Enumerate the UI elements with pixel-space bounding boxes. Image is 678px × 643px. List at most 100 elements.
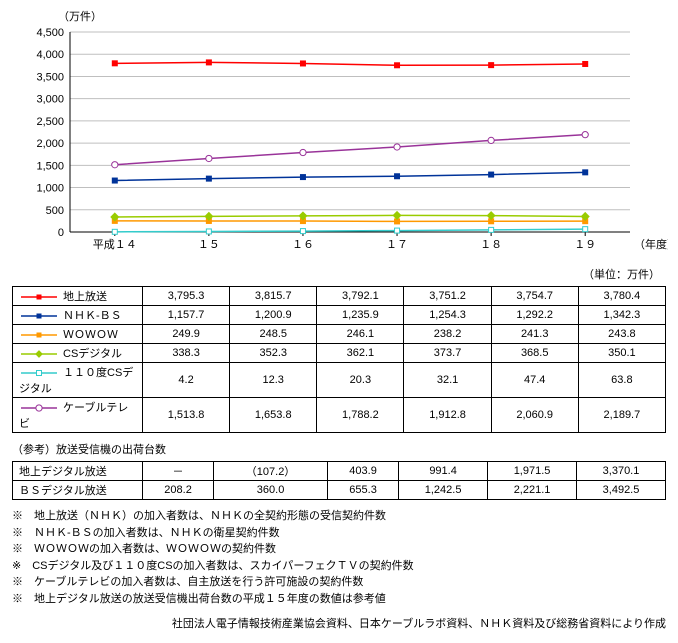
table-row: CSデジタル338.3352.3362.1373.7368.5350.1: [13, 344, 666, 363]
data-cell: 1,653.8: [230, 398, 317, 433]
data-cell: 3,370.1: [577, 462, 666, 481]
svg-text:4,500: 4,500: [36, 27, 64, 39]
svg-text:4,000: 4,000: [36, 49, 64, 61]
legend-marker-icon: [19, 348, 59, 360]
data-cell: 3,492.5: [577, 481, 666, 500]
table-row: ＮＨＫ-ＢＳ1,157.71,200.91,235.91,254.31,292.…: [13, 306, 666, 325]
data-cell: 362.1: [317, 344, 404, 363]
table-unit-label: （単位：万件）: [18, 266, 660, 282]
y-axis-unit-label: （万件）: [58, 8, 670, 24]
data-cell: 368.5: [491, 344, 578, 363]
reference-table: 地上デジタル放送－（107.2）403.9991.41,971.53,370.1…: [12, 461, 666, 500]
data-cell: 655.3: [328, 481, 399, 500]
data-cell: 12.3: [230, 363, 317, 398]
footnote-line: ※ ＷＯＷＯＷの加入者数は、ＷＯＷＯＷの契約件数: [12, 541, 666, 558]
data-cell: 1,971.5: [488, 462, 577, 481]
data-cell: 1,157.7: [143, 306, 230, 325]
data-cell: 352.3: [230, 344, 317, 363]
data-cell: 403.9: [328, 462, 399, 481]
legend-marker-icon: [19, 367, 59, 379]
svg-text:2,500: 2,500: [36, 116, 64, 128]
svg-text:１７: １７: [386, 239, 408, 251]
data-cell: 4.2: [143, 363, 230, 398]
data-cell: 208.2: [143, 481, 214, 500]
data-cell: 350.1: [578, 344, 665, 363]
data-cell: 1,342.3: [578, 306, 665, 325]
legend-cell-nhkbs: ＮＨＫ-ＢＳ: [13, 306, 143, 325]
legend-cell-catv: ケーブルテレビ: [13, 398, 143, 433]
svg-text:（年度）: （年度）: [634, 237, 668, 251]
data-cell: 248.5: [230, 325, 317, 344]
data-cell: 373.7: [404, 344, 491, 363]
data-cell: 1,242.5: [399, 481, 488, 500]
data-cell: 1,254.3: [404, 306, 491, 325]
table-row: １１０度CSデジタル4.212.320.332.147.463.8: [13, 363, 666, 398]
table-row: 地上放送3,795.33,815.73,792.13,751.23,754.73…: [13, 287, 666, 306]
table-row: 地上デジタル放送－（107.2）403.9991.41,971.53,370.1: [13, 462, 666, 481]
data-cell: 1,235.9: [317, 306, 404, 325]
data-cell: 238.2: [404, 325, 491, 344]
svg-text:１６: １６: [292, 239, 314, 251]
footnote-line: ※ ＮＨＫ-ＢＳの加入者数は、ＮＨＫの衛星契約件数: [12, 525, 666, 542]
footnote-line: ※ 地上デジタル放送の放送受信機出荷台数の平成１５年度の数値は参考値: [12, 591, 666, 608]
data-cell: 63.8: [578, 363, 665, 398]
svg-text:1,000: 1,000: [36, 183, 64, 195]
data-cell: －: [143, 462, 214, 481]
legend-cell-cs110: １１０度CSデジタル: [13, 363, 143, 398]
data-cell: 1,912.8: [404, 398, 491, 433]
data-cell: 47.4: [491, 363, 578, 398]
data-cell: 2,060.9: [491, 398, 578, 433]
footnotes: ※ 地上放送（ＮＨＫ）の加入者数は、ＮＨＫの全契約形態の受信契約件数※ ＮＨＫ-…: [12, 508, 666, 607]
legend-marker-icon: [19, 402, 59, 414]
table-row: ＢＳデジタル放送208.2360.0655.31,242.52,221.13,4…: [13, 481, 666, 500]
data-table: 地上放送3,795.33,815.73,792.13,751.23,754.73…: [12, 286, 666, 433]
svg-text:１９: １９: [574, 239, 596, 251]
data-cell: 1,200.9: [230, 306, 317, 325]
legend-marker-icon: [19, 310, 59, 322]
svg-text:平成１４: 平成１４: [93, 238, 137, 251]
data-cell: 3,795.3: [143, 287, 230, 306]
data-cell: 3,780.4: [578, 287, 665, 306]
table-row: ＷＯＷＯＷ249.9248.5246.1238.2241.3243.8: [13, 325, 666, 344]
data-cell: 360.0: [214, 481, 328, 500]
source-attribution: 社団法人電子情報技術産業協会資料、日本ケーブルラボ資料、ＮＨＫ資料及び総務省資料…: [12, 615, 666, 631]
svg-text:1,500: 1,500: [36, 160, 64, 172]
data-cell: 3,751.2: [404, 287, 491, 306]
data-cell: 2,189.7: [578, 398, 665, 433]
footnote-line: ※ ケーブルテレビの加入者数は、自主放送を行う許可施設の契約件数: [12, 574, 666, 591]
data-cell: 20.3: [317, 363, 404, 398]
svg-text:3,000: 3,000: [36, 94, 64, 106]
legend-cell-terrestrial: 地上放送: [13, 287, 143, 306]
legend-marker-icon: [19, 329, 59, 341]
data-cell: 249.9: [143, 325, 230, 344]
data-cell: 3,815.7: [230, 287, 317, 306]
data-cell: 1,513.8: [143, 398, 230, 433]
svg-text:１５: １５: [198, 239, 220, 251]
legend-cell-wowow: ＷＯＷＯＷ: [13, 325, 143, 344]
reference-title: （参考）放送受信機の出荷台数: [12, 441, 666, 457]
svg-text:１８: １８: [480, 239, 502, 251]
data-cell: 241.3: [491, 325, 578, 344]
svg-text:2,000: 2,000: [36, 138, 64, 150]
data-cell: 1,292.2: [491, 306, 578, 325]
data-cell: 3,754.7: [491, 287, 578, 306]
data-cell: 243.8: [578, 325, 665, 344]
svg-text:3,500: 3,500: [36, 71, 64, 83]
data-cell: 2,221.1: [488, 481, 577, 500]
line-chart: 0 500 1,000 1,500 2,000 2,500 3,000 3,500 4,000 4…: [8, 24, 668, 264]
footnote-line: ※ 地上放送（ＮＨＫ）の加入者数は、ＮＨＫの全契約形態の受信契約件数: [12, 508, 666, 525]
svg-text:0: 0: [58, 227, 64, 239]
reference-row-label: 地上デジタル放送: [13, 462, 143, 481]
legend-cell-csdigital: CSデジタル: [13, 344, 143, 363]
data-cell: 3,792.1: [317, 287, 404, 306]
svg-text:500: 500: [46, 205, 64, 217]
data-cell: 1,788.2: [317, 398, 404, 433]
data-cell: 338.3: [143, 344, 230, 363]
data-cell: 32.1: [404, 363, 491, 398]
data-cell: 246.1: [317, 325, 404, 344]
data-cell: （107.2）: [214, 462, 328, 481]
data-cell: 991.4: [399, 462, 488, 481]
reference-row-label: ＢＳデジタル放送: [13, 481, 143, 500]
table-row: ケーブルテレビ1,513.81,653.81,788.21,912.82,060…: [13, 398, 666, 433]
legend-marker-icon: [19, 291, 59, 303]
